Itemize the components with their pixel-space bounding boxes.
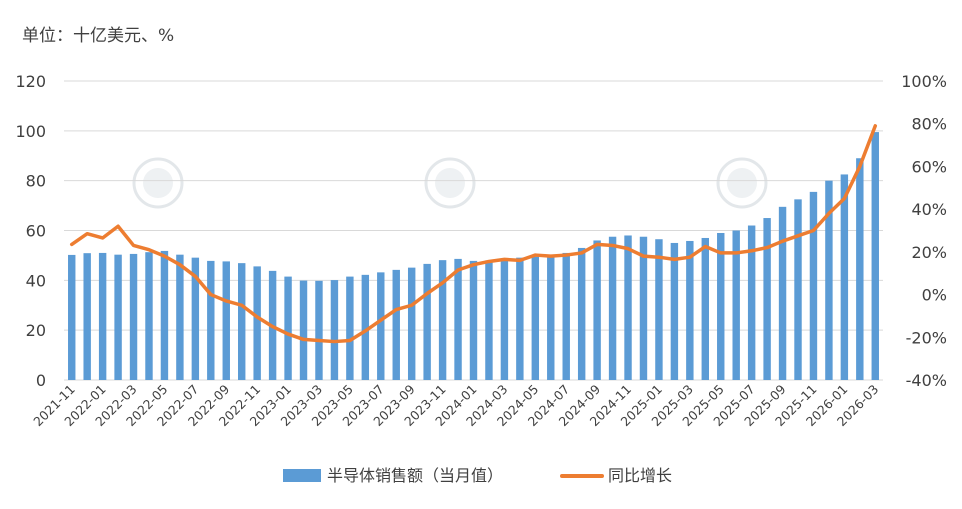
line-series	[69, 124, 878, 344]
watermark-logo	[727, 168, 757, 198]
bar	[655, 239, 663, 380]
bar	[562, 252, 570, 380]
bar-series	[68, 132, 879, 380]
bar	[114, 254, 122, 380]
bar	[392, 269, 400, 380]
bar	[856, 158, 864, 380]
bar	[670, 242, 679, 380]
watermark-logo	[424, 157, 476, 209]
bar	[871, 132, 879, 380]
right-tick-label: 100%	[901, 72, 947, 91]
bar	[809, 191, 818, 380]
right-tick-label: -40%	[906, 371, 947, 390]
legend-bar-label: 半导体销售额（当月值）	[327, 466, 503, 485]
left-tick-label: 120	[15, 72, 46, 91]
bar	[191, 257, 200, 380]
bar	[330, 280, 339, 380]
left-tick-label: 100	[15, 122, 46, 141]
bar	[207, 260, 215, 380]
watermark-logo	[132, 157, 184, 209]
bar	[68, 254, 76, 380]
bar	[825, 180, 833, 380]
right-tick-label: 20%	[911, 243, 947, 262]
bar	[346, 276, 354, 380]
right-axis-tick-labels: -40% -20% 0% 20% 40% 60% 80% 100%	[901, 72, 947, 390]
bar	[732, 230, 740, 380]
bar	[423, 263, 431, 380]
right-tick-label: -20%	[906, 328, 947, 347]
bar	[763, 218, 771, 380]
bar	[315, 280, 323, 380]
left-tick-label: 20	[26, 321, 46, 340]
bar	[531, 256, 540, 380]
bar	[454, 258, 462, 380]
right-tick-label: 80%	[911, 115, 947, 134]
watermark-logo	[143, 168, 173, 198]
bar	[794, 199, 802, 380]
watermark-logo	[716, 157, 768, 209]
left-axis-tick-labels: 0 20 40 60 80 100 120	[15, 72, 46, 390]
bar	[747, 225, 756, 380]
bar	[145, 252, 153, 380]
x-axis-tick-labels: 2021-112022-012022-032022-052022-072022-…	[30, 381, 881, 429]
bar	[624, 235, 632, 380]
bar	[547, 255, 555, 380]
bar	[238, 263, 246, 380]
bar	[284, 276, 292, 380]
bar	[639, 236, 648, 380]
left-tick-label: 0	[36, 371, 46, 390]
bar	[222, 261, 230, 380]
bar	[361, 274, 370, 380]
bar	[840, 174, 849, 380]
bar	[253, 266, 261, 380]
unit-label: 单位：十亿美元、%	[22, 26, 174, 46]
left-tick-label: 60	[26, 222, 46, 241]
yoy-growth-line	[69, 124, 878, 344]
bar	[299, 280, 308, 380]
legend-line-label: 同比增长	[608, 466, 672, 485]
left-tick-label: 40	[26, 271, 46, 290]
bar	[129, 253, 138, 380]
bar	[485, 260, 493, 380]
bar	[701, 237, 709, 380]
bar	[160, 250, 169, 380]
bar	[577, 247, 586, 380]
bar	[593, 240, 601, 380]
bar	[98, 252, 107, 380]
watermark-logo	[435, 168, 465, 198]
right-tick-label: 0%	[922, 286, 947, 305]
right-tick-label: 40%	[911, 200, 947, 219]
bar	[407, 267, 416, 380]
bar	[778, 206, 787, 380]
bar	[500, 259, 509, 380]
bar	[516, 257, 524, 380]
legend-bar-swatch	[283, 469, 321, 482]
left-tick-label: 80	[26, 172, 46, 191]
legend: 半导体销售额（当月值） 同比增长	[283, 466, 672, 485]
bar	[717, 232, 725, 380]
bar	[176, 254, 184, 380]
bar	[469, 260, 478, 380]
watermark-layer	[132, 157, 768, 209]
bar	[608, 236, 617, 380]
right-tick-label: 60%	[911, 157, 947, 176]
bar	[83, 253, 91, 380]
bar	[377, 272, 385, 380]
bar	[686, 240, 694, 380]
bar	[438, 260, 447, 380]
